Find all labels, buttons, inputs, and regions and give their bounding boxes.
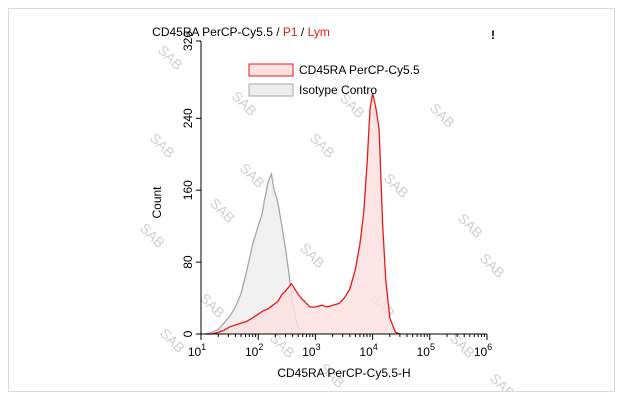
watermark-text: SAB bbox=[147, 130, 178, 161]
chart-title-part: / bbox=[273, 25, 283, 39]
watermark-text: SAB bbox=[157, 325, 188, 356]
x-tick-label: 103 bbox=[302, 342, 320, 359]
watermark-text: SAB bbox=[381, 170, 412, 201]
x-tick-label: 102 bbox=[245, 342, 263, 359]
watermark-text: SAB bbox=[307, 130, 338, 161]
series-line-0 bbox=[205, 92, 401, 335]
x-tick-label: 101 bbox=[188, 342, 206, 359]
legend-swatch bbox=[248, 63, 294, 77]
warning-mark: ! bbox=[491, 28, 495, 42]
x-tick-label: 105 bbox=[417, 342, 435, 359]
watermark-text: SAB bbox=[207, 195, 238, 226]
y-tick-label: 326 bbox=[181, 31, 195, 51]
legend-label: Isotype Contro bbox=[299, 83, 377, 97]
watermark-text: SAB bbox=[297, 240, 328, 271]
chart-title-part: CD45RA PerCP-Cy5.5 bbox=[152, 25, 273, 39]
chart-title: CD45RA PerCP-Cy5.5 / P1 / Lym bbox=[152, 25, 330, 39]
y-tick-label: 240 bbox=[181, 108, 195, 128]
chart-panel: SAB SAB SAB SAB SAB SAB SAB SAB SAB SAB SAB SAB SAB S… bbox=[8, 8, 615, 392]
watermark-text: SAB bbox=[237, 160, 268, 191]
y-tick-label: 160 bbox=[181, 180, 195, 200]
y-axis-label: Count bbox=[150, 186, 164, 219]
x-axis-label: CD45RA PerCP-Cy5.5-H bbox=[277, 366, 410, 380]
x-tick-label: 106 bbox=[474, 342, 492, 359]
y-tick-label: 0 bbox=[181, 330, 195, 337]
watermark-text: SAB bbox=[197, 290, 228, 321]
chart-title-part: Lym bbox=[308, 25, 330, 39]
watermark-text: SAB bbox=[455, 210, 486, 241]
y-tick-label: 80 bbox=[181, 255, 195, 269]
legend-label: CD45RA PerCP-Cy5.5 bbox=[299, 63, 420, 77]
watermark-text: SAB bbox=[427, 100, 458, 131]
x-tick-label: 104 bbox=[359, 342, 377, 359]
watermark-text: SAB bbox=[477, 250, 508, 281]
legend-swatch bbox=[248, 83, 294, 97]
series-area-1 bbox=[205, 174, 305, 334]
chart-title-part: P1 bbox=[283, 25, 298, 39]
chart-title-part: / bbox=[298, 25, 308, 39]
watermark-text: SAB bbox=[137, 220, 168, 251]
series-line-1 bbox=[205, 171, 305, 335]
series-area-0 bbox=[205, 93, 400, 334]
watermark-text: SAB bbox=[487, 370, 518, 391]
